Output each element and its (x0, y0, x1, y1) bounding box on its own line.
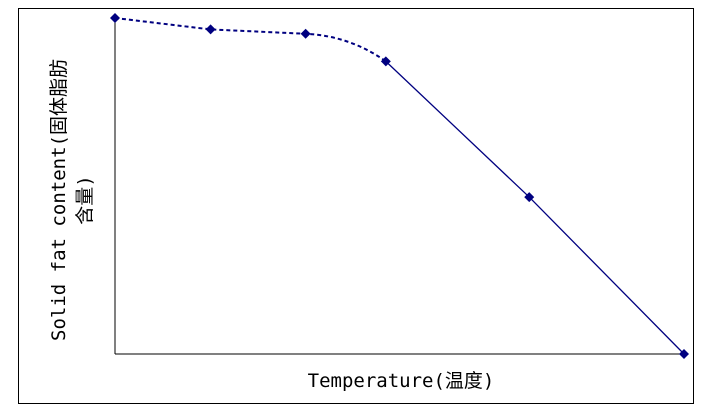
data-point-marker (300, 28, 311, 39)
data-point-marker (380, 56, 391, 67)
series-lines (114, 17, 685, 355)
axes (114, 16, 684, 355)
x-axis-title: Temperature(温度) (307, 370, 495, 392)
chart-frame (18, 8, 694, 404)
data-point-marker (205, 24, 216, 35)
data-point-marker (110, 13, 120, 23)
y-axis-title-container: Solid fat content(固体脂肪 含量) (40, 50, 104, 350)
data-point-marker (524, 192, 535, 203)
y-axis-title: Solid fat content(固体脂肪 含量) (46, 59, 98, 341)
series-markers (110, 13, 689, 359)
series-line-2 (385, 60, 685, 355)
y-axis-title-line-1: Solid fat content(固体脂肪 (48, 59, 70, 341)
data-point-marker (679, 349, 689, 359)
series-line-1 (114, 17, 387, 63)
y-axis-title-line-2: 含量) (74, 175, 96, 225)
